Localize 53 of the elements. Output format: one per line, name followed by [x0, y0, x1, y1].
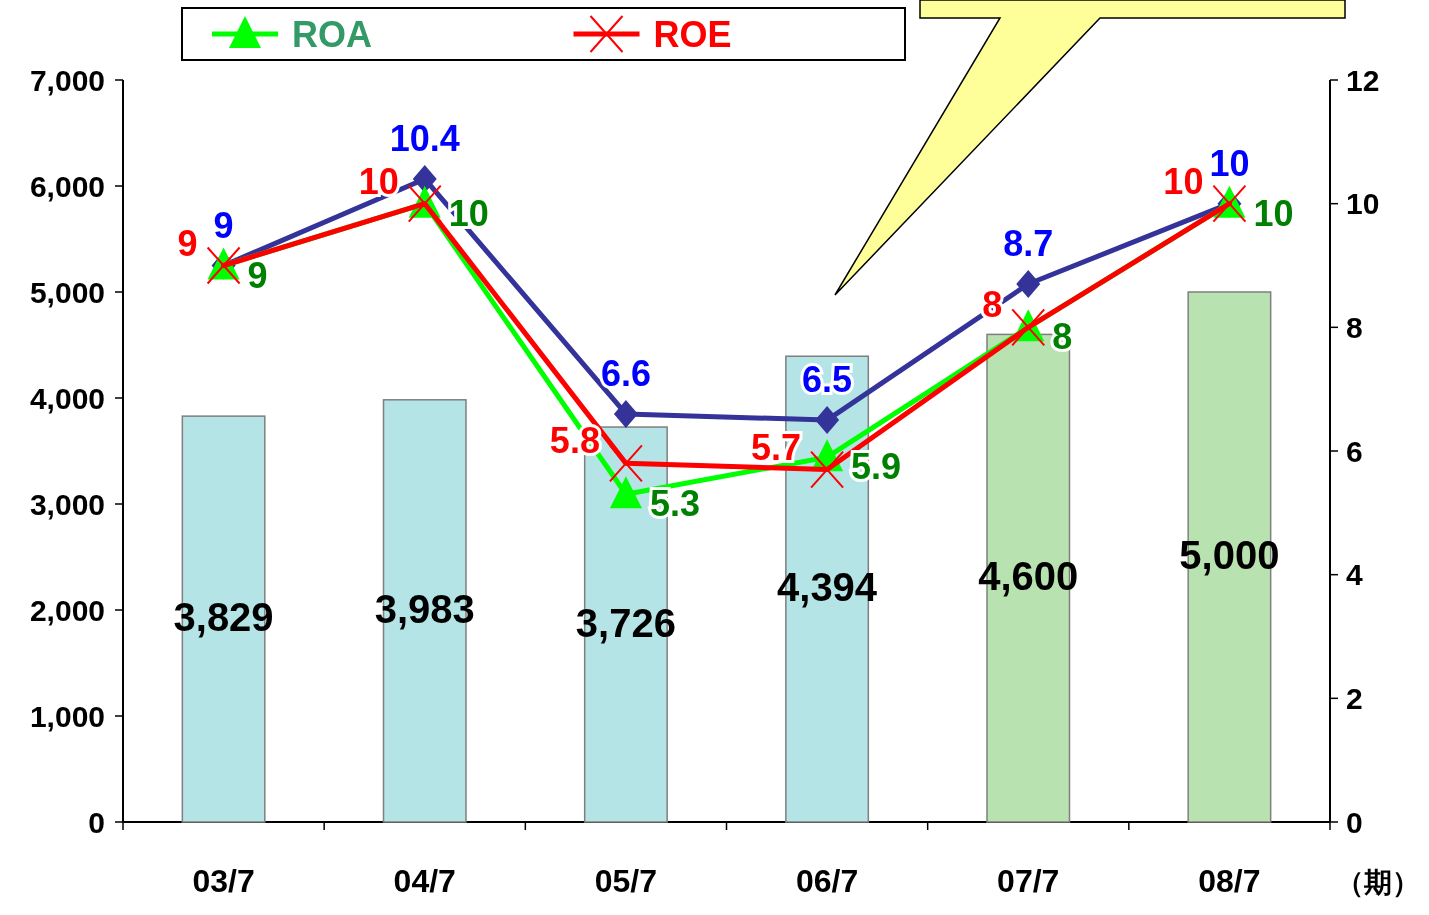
- data-label: 9: [247, 254, 268, 296]
- y-tick-label: 6,000: [29, 169, 105, 203]
- y-tick-label: 1,000: [29, 699, 105, 733]
- y2-tick-label: 12: [1346, 63, 1380, 97]
- x-tick-label: 05/7: [594, 863, 658, 899]
- data-label: 5.7: [751, 426, 802, 468]
- point: [815, 406, 840, 435]
- y-tick-label: 2,000: [29, 593, 105, 627]
- data-label: 6.6: [600, 352, 651, 394]
- data-label: 8: [1052, 316, 1073, 358]
- x-tick-label: 06/7: [795, 863, 859, 899]
- data-label: 5.9: [851, 446, 902, 488]
- data-label: 8.7: [1003, 223, 1054, 265]
- y2-tick-label: 8: [1346, 310, 1363, 344]
- data-label: 4,394: [777, 565, 878, 610]
- y-tick-label: 5,000: [29, 275, 105, 309]
- point: [1016, 270, 1041, 299]
- x-tick-label: 03/7: [192, 863, 255, 899]
- point: [609, 476, 642, 509]
- point: [608, 444, 643, 483]
- data-label: 3,726: [575, 600, 676, 645]
- data-label: 9: [213, 204, 234, 246]
- data-label: 5.3: [649, 483, 700, 525]
- y-tick-label: 4,000: [29, 381, 105, 415]
- point: [613, 399, 638, 428]
- y-tick-label: 0: [88, 805, 105, 839]
- legend-label: ROA: [292, 14, 372, 55]
- legend-label: ROE: [653, 14, 732, 55]
- data-label: 10: [448, 192, 489, 234]
- data-label: 10: [358, 160, 399, 202]
- data-label: 10: [1253, 192, 1294, 234]
- y-tick-label: 3,000: [29, 487, 105, 521]
- y2-tick-label: 4: [1346, 558, 1363, 592]
- y2-tick-label: 10: [1346, 187, 1380, 221]
- data-label: 10: [1209, 142, 1250, 184]
- point: [412, 164, 437, 193]
- x-tick-label: 08/7: [1198, 863, 1261, 899]
- data-label: 10: [1163, 160, 1204, 202]
- y2-tick-label: 2: [1346, 681, 1363, 715]
- data-label: 9: [177, 222, 198, 264]
- y-tick-label: 7,000: [29, 63, 105, 97]
- y2-tick-label: 6: [1346, 434, 1363, 468]
- data-label: 3,983: [374, 586, 475, 631]
- x-axis-title: （期）: [1336, 867, 1420, 898]
- x-tick-label: 07/7: [997, 863, 1060, 899]
- data-label: 4,600: [978, 554, 1079, 599]
- data-label: 10.4: [389, 117, 460, 159]
- data-label: 3,829: [173, 595, 274, 640]
- y2-tick-label: 0: [1346, 805, 1363, 839]
- point: [810, 450, 845, 489]
- data-label: 6.5: [802, 359, 853, 401]
- data-label: 5,000: [1179, 533, 1280, 577]
- x-tick-label: 04/7: [393, 863, 456, 899]
